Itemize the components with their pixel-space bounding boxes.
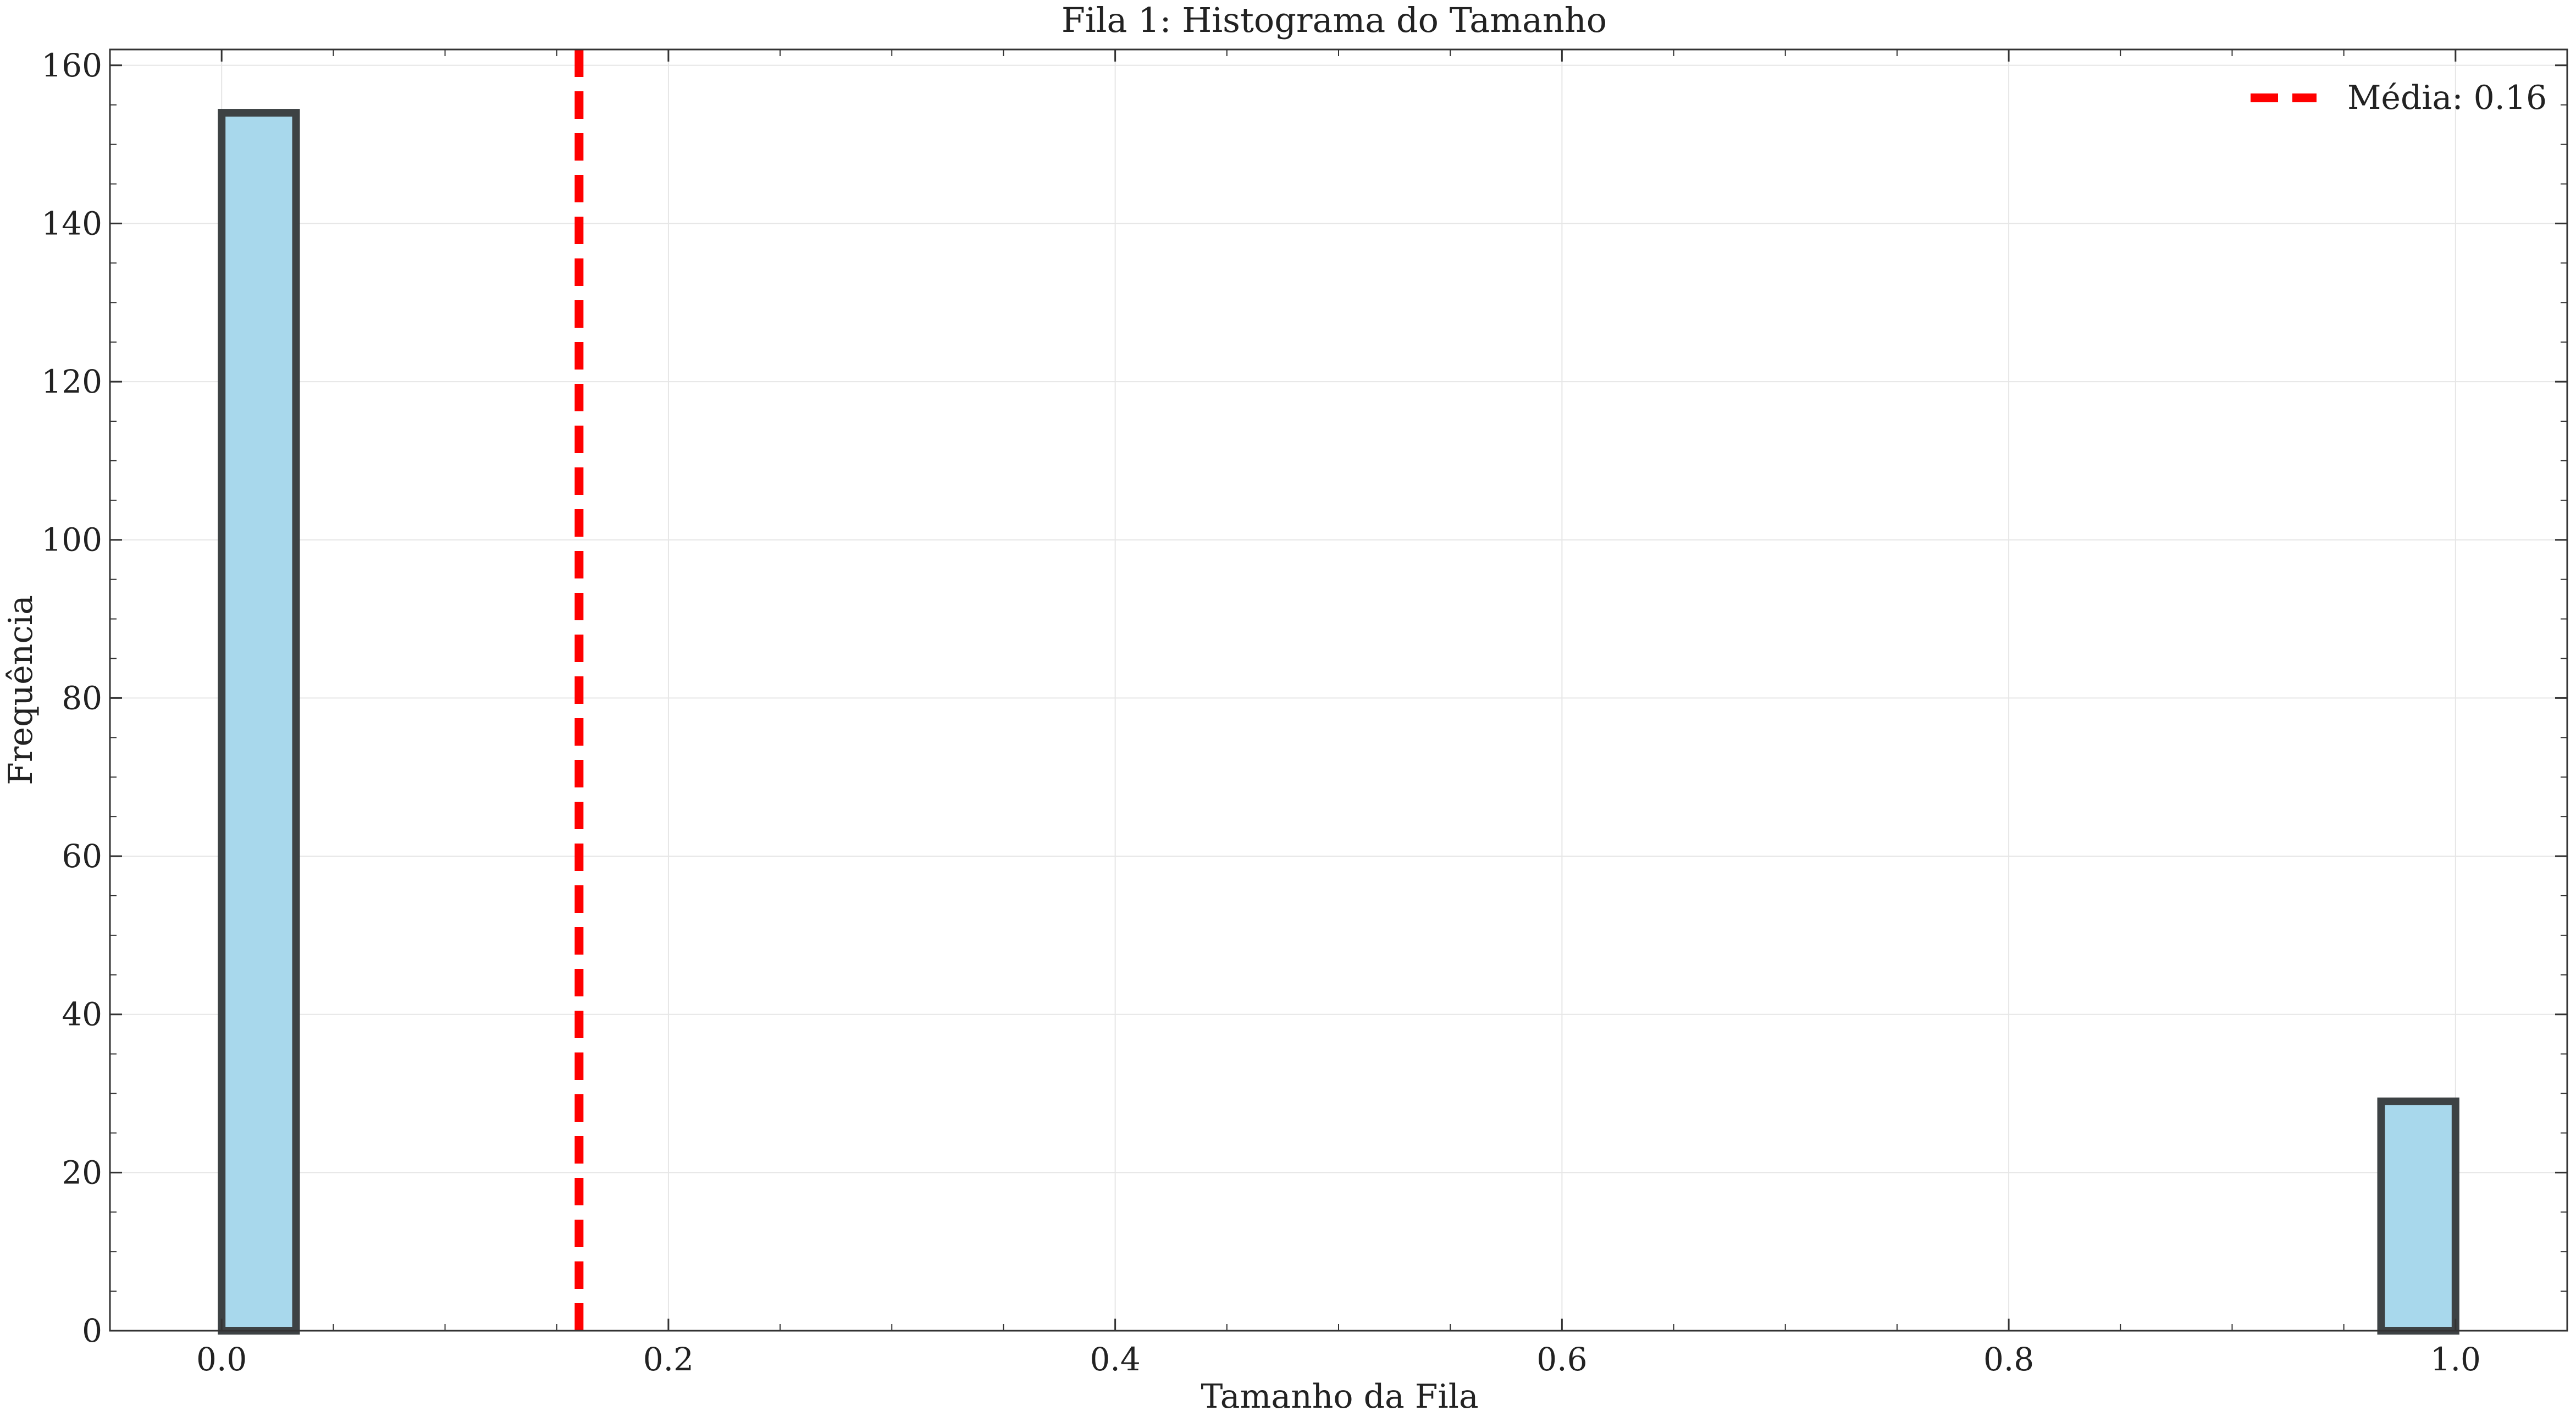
chart-title: Fila 1: Histograma do Tamanho bbox=[1062, 0, 1607, 40]
y-tick-label-7: 140 bbox=[41, 205, 102, 242]
y-tick-7: 140 bbox=[41, 205, 2567, 242]
x-tick-5: 1.0 bbox=[2430, 49, 2481, 1378]
x-tick-1: 0.2 bbox=[643, 49, 694, 1378]
histogram-bar-0 bbox=[218, 109, 300, 1335]
y-tick-1: 20 bbox=[62, 1154, 2567, 1191]
y-tick-label-8: 160 bbox=[41, 47, 102, 84]
y-tick-label-0: 0 bbox=[82, 1312, 102, 1349]
legend-mean-label: Média: 0.16 bbox=[2347, 79, 2547, 117]
y-tick-label-2: 40 bbox=[62, 996, 102, 1033]
x-tick-label-2: 0.4 bbox=[1090, 1341, 1141, 1378]
y-tick-3: 60 bbox=[62, 837, 2567, 875]
y-tick-label-3: 60 bbox=[62, 837, 102, 875]
y-tick-4: 80 bbox=[62, 679, 2567, 716]
histogram-bars bbox=[218, 109, 2459, 1335]
minor-ticks bbox=[109, 49, 2568, 1331]
histogram-bar-29 bbox=[2377, 1097, 2459, 1335]
y-tick-label-5: 100 bbox=[41, 521, 102, 559]
y-tick-label-6: 120 bbox=[41, 363, 102, 400]
y-axis-label: Frequência bbox=[2, 595, 40, 785]
x-tick-label-3: 0.6 bbox=[1536, 1341, 1587, 1378]
x-tick-4: 0.8 bbox=[1983, 49, 2034, 1378]
x-tick-0: 0.0 bbox=[196, 49, 247, 1378]
x-axis-label: Tamanho da Fila bbox=[1201, 1377, 1478, 1416]
y-tick-5: 100 bbox=[41, 521, 2567, 559]
y-tick-label-1: 20 bbox=[62, 1154, 102, 1191]
x-tick-3: 0.6 bbox=[1536, 49, 1587, 1378]
grid-lines bbox=[110, 49, 2567, 1331]
x-tick-label-5: 1.0 bbox=[2430, 1341, 2481, 1378]
plot-frame bbox=[109, 48, 2568, 1332]
x-tick-label-4: 0.8 bbox=[1983, 1341, 2034, 1378]
y-tick-6: 120 bbox=[41, 363, 2567, 400]
y-tick-0: 0 bbox=[82, 1312, 2567, 1349]
legend: Média: 0.16 bbox=[2251, 79, 2547, 117]
x-tick-2: 0.4 bbox=[1090, 49, 1141, 1378]
y-axis-ticks: 0 20 40 60 80 100 120 140 160 bbox=[41, 47, 2567, 1349]
y-tick-label-4: 80 bbox=[62, 679, 102, 716]
x-tick-label-1: 0.2 bbox=[643, 1341, 694, 1378]
x-tick-label-0: 0.0 bbox=[196, 1341, 247, 1378]
y-tick-2: 40 bbox=[62, 996, 2567, 1033]
x-axis-ticks: 0.0 0.2 0.4 0.6 0.8 1.0 bbox=[196, 49, 2481, 1378]
y-tick-8: 160 bbox=[41, 47, 2567, 84]
